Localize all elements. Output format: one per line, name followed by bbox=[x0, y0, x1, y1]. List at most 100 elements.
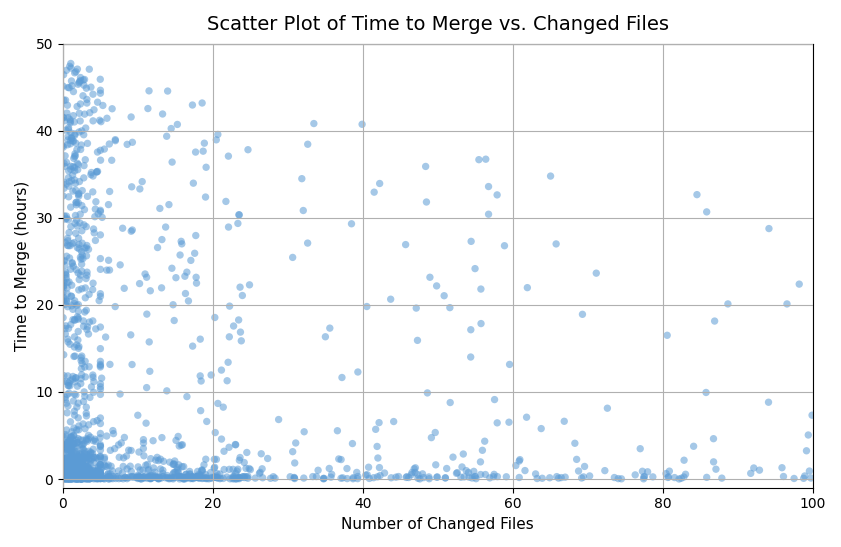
Point bbox=[66, 459, 80, 468]
Point bbox=[64, 63, 77, 72]
Point bbox=[74, 474, 87, 483]
Point bbox=[79, 474, 93, 482]
Point bbox=[69, 139, 82, 148]
Point bbox=[101, 470, 114, 479]
Point bbox=[171, 466, 184, 475]
Point bbox=[193, 474, 206, 483]
Point bbox=[62, 467, 76, 475]
Point bbox=[288, 474, 301, 482]
Point bbox=[474, 284, 488, 293]
Point bbox=[62, 379, 76, 387]
Point bbox=[152, 474, 166, 482]
Point bbox=[66, 87, 80, 96]
Point bbox=[75, 463, 88, 472]
Point bbox=[373, 463, 386, 472]
Point bbox=[231, 465, 245, 474]
Point bbox=[73, 441, 87, 450]
Point bbox=[62, 473, 76, 481]
Point bbox=[71, 102, 84, 111]
Point bbox=[159, 473, 172, 482]
Point bbox=[57, 371, 71, 380]
Point bbox=[71, 473, 85, 481]
Point bbox=[79, 473, 93, 482]
Point bbox=[66, 472, 80, 481]
Point bbox=[56, 473, 70, 482]
Point bbox=[199, 163, 213, 172]
Point bbox=[76, 359, 89, 368]
Point bbox=[66, 472, 80, 480]
Point bbox=[71, 469, 84, 478]
Point bbox=[75, 475, 88, 484]
Point bbox=[73, 465, 87, 474]
Point bbox=[82, 473, 95, 482]
Point bbox=[208, 473, 221, 482]
Point bbox=[87, 279, 100, 288]
Point bbox=[61, 474, 75, 482]
Point bbox=[62, 450, 76, 459]
Point bbox=[89, 324, 103, 333]
Point bbox=[80, 434, 93, 443]
Point bbox=[57, 351, 71, 359]
Point bbox=[71, 159, 84, 167]
Point bbox=[83, 474, 97, 482]
Point bbox=[490, 418, 504, 427]
Point bbox=[61, 474, 75, 483]
Point bbox=[58, 442, 71, 451]
Point bbox=[151, 453, 164, 462]
Point bbox=[69, 475, 82, 484]
Point bbox=[309, 472, 323, 481]
Point bbox=[185, 473, 198, 481]
Point bbox=[69, 466, 82, 475]
Point bbox=[323, 324, 336, 333]
Point bbox=[464, 353, 478, 362]
Point bbox=[288, 473, 301, 482]
Point bbox=[61, 474, 75, 483]
Point bbox=[93, 474, 107, 483]
Point bbox=[66, 471, 79, 480]
Point bbox=[209, 473, 222, 481]
Point bbox=[149, 473, 162, 481]
Point bbox=[70, 146, 83, 154]
Point bbox=[63, 474, 77, 483]
Point bbox=[80, 453, 93, 462]
Point bbox=[60, 271, 73, 280]
Point bbox=[93, 474, 107, 483]
Point bbox=[62, 166, 76, 175]
Point bbox=[67, 473, 81, 481]
Point bbox=[76, 474, 89, 483]
Point bbox=[68, 473, 82, 482]
Point bbox=[61, 241, 74, 249]
Point bbox=[77, 471, 90, 480]
Point bbox=[147, 463, 161, 472]
Point bbox=[410, 336, 424, 345]
Point bbox=[220, 473, 234, 481]
Point bbox=[93, 473, 107, 481]
Point bbox=[106, 474, 119, 483]
Point bbox=[74, 471, 87, 480]
Point bbox=[172, 465, 185, 474]
Point bbox=[65, 473, 78, 481]
Point bbox=[84, 456, 98, 465]
Point bbox=[84, 448, 98, 457]
Point bbox=[64, 442, 77, 451]
Point bbox=[69, 474, 82, 482]
Point bbox=[220, 376, 234, 385]
Point bbox=[72, 422, 86, 430]
Point bbox=[93, 323, 107, 331]
Point bbox=[762, 398, 775, 406]
Point bbox=[64, 473, 77, 482]
Point bbox=[67, 467, 81, 476]
Point bbox=[66, 472, 80, 480]
Point bbox=[73, 210, 87, 219]
Point bbox=[58, 475, 71, 484]
Point bbox=[81, 474, 94, 483]
Point bbox=[70, 426, 83, 434]
Point bbox=[63, 115, 77, 124]
Point bbox=[93, 206, 107, 214]
Point bbox=[68, 474, 82, 483]
Point bbox=[71, 80, 85, 89]
Point bbox=[65, 455, 78, 463]
Point bbox=[153, 204, 167, 213]
Point bbox=[64, 472, 77, 481]
Point bbox=[288, 474, 301, 483]
